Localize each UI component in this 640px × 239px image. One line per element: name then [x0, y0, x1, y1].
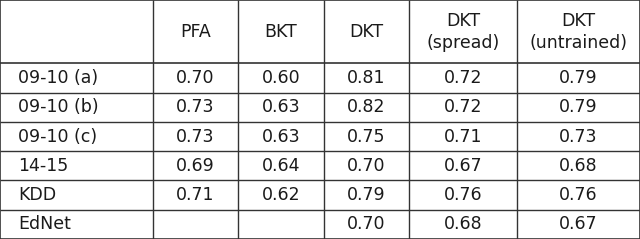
Text: 0.82: 0.82	[348, 98, 386, 116]
Text: 0.68: 0.68	[559, 157, 598, 175]
Text: 0.72: 0.72	[444, 98, 483, 116]
Text: DKT
(spread): DKT (spread)	[427, 11, 500, 52]
Text: 0.73: 0.73	[559, 128, 598, 146]
Text: 0.63: 0.63	[262, 128, 300, 146]
Text: 0.79: 0.79	[347, 186, 386, 204]
Text: 0.81: 0.81	[348, 69, 386, 87]
Text: 0.67: 0.67	[559, 215, 598, 233]
Text: EdNet: EdNet	[19, 215, 71, 233]
Text: 0.71: 0.71	[176, 186, 214, 204]
Text: 0.73: 0.73	[176, 128, 214, 146]
Text: 09-10 (c): 09-10 (c)	[19, 128, 97, 146]
Text: 0.79: 0.79	[559, 98, 598, 116]
Text: DKT: DKT	[349, 23, 383, 41]
Text: 0.79: 0.79	[559, 69, 598, 87]
Text: 0.63: 0.63	[262, 98, 300, 116]
Text: 0.76: 0.76	[559, 186, 598, 204]
Text: 14-15: 14-15	[19, 157, 68, 175]
Text: PFA: PFA	[180, 23, 211, 41]
Text: 0.70: 0.70	[348, 215, 386, 233]
Text: 09-10 (b): 09-10 (b)	[19, 98, 99, 116]
Text: 0.70: 0.70	[348, 157, 386, 175]
Text: 0.69: 0.69	[176, 157, 215, 175]
Text: DKT
(untrained): DKT (untrained)	[530, 11, 628, 52]
Text: 0.71: 0.71	[444, 128, 483, 146]
Text: 09-10 (a): 09-10 (a)	[19, 69, 99, 87]
Text: 0.73: 0.73	[176, 98, 214, 116]
Text: 0.75: 0.75	[348, 128, 386, 146]
Text: 0.64: 0.64	[262, 157, 300, 175]
Text: 0.68: 0.68	[444, 215, 483, 233]
Text: 0.76: 0.76	[444, 186, 483, 204]
Text: BKT: BKT	[264, 23, 298, 41]
Text: 0.67: 0.67	[444, 157, 483, 175]
Text: KDD: KDD	[19, 186, 56, 204]
Text: 0.72: 0.72	[444, 69, 483, 87]
Text: 0.62: 0.62	[262, 186, 300, 204]
Text: 0.60: 0.60	[262, 69, 300, 87]
Text: 0.70: 0.70	[176, 69, 214, 87]
